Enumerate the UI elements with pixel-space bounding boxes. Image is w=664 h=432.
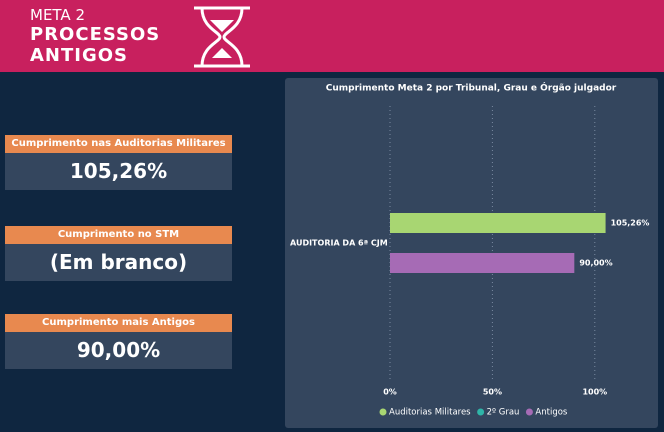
kpi-card: Cumprimento nas Auditorias Militares 105,… — [5, 135, 232, 190]
data-label: 105,26% — [611, 219, 650, 228]
hourglass-icon — [194, 6, 250, 68]
chart: Cumprimento Meta 2 por Tribunal, Grau e … — [285, 78, 658, 428]
card-title: Cumprimento no STM — [5, 226, 232, 244]
card-title: Cumprimento mais Antigos — [5, 314, 232, 332]
legend-swatch — [477, 408, 485, 416]
x-tick-label: 0% — [383, 388, 397, 397]
bar — [390, 253, 575, 273]
title: PROCESSOS — [30, 24, 161, 45]
card-title: Cumprimento nas Auditorias Militares — [5, 135, 232, 153]
card-value: 105,26% — [5, 153, 232, 190]
chart-title: Cumprimento Meta 2 por Tribunal, Grau e … — [326, 82, 617, 94]
legend-swatch — [525, 408, 533, 416]
legend-label: 2º Grau — [487, 408, 520, 418]
card-value: 90,00% — [5, 332, 232, 369]
kpi-card: Cumprimento mais Antigos 90,00% — [5, 314, 232, 369]
title: ANTIGOS — [30, 45, 129, 66]
kicker: META 2 — [30, 6, 85, 24]
y-tick-label: AUDITORIA DA 6ª CJM — [290, 239, 388, 248]
kpi-card: Cumprimento no STM (Em branco) — [5, 226, 232, 281]
x-tick-label: 50% — [483, 388, 502, 397]
header: META 2 PROCESSOS ANTIGOS — [0, 0, 664, 72]
x-tick-label: 100% — [582, 388, 607, 397]
data-label: 90,00% — [579, 259, 612, 268]
legend-label: Auditorias Militares — [389, 408, 471, 418]
legend-swatch — [379, 408, 387, 416]
bar — [390, 213, 606, 233]
card-value: (Em branco) — [5, 244, 232, 281]
legend-label: Antigos — [535, 408, 567, 418]
